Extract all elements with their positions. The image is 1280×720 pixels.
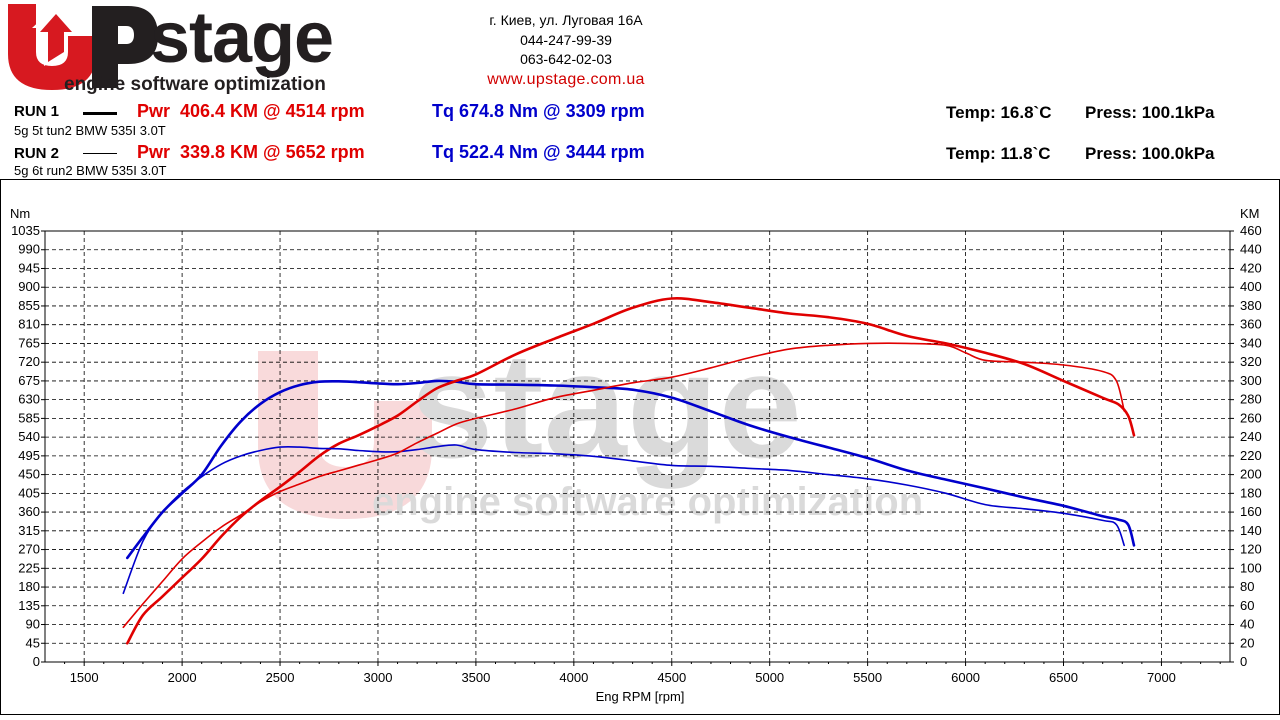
run1-press: Press: 100.1kPa — [1085, 103, 1215, 122]
y-right-tick-label: 260 — [1240, 410, 1262, 425]
y-left-tick-label: 135 — [18, 598, 40, 613]
y-left-tick-label: 945 — [18, 260, 40, 275]
run2-legend-line — [83, 153, 117, 154]
y-left-tick-label: 765 — [18, 335, 40, 350]
dyno-chart: stage engine software optimization 0 45 90… — [0, 179, 1280, 715]
svg-text:stage: stage — [410, 321, 802, 489]
y-right-tick-label: 40 — [1240, 617, 1254, 632]
y-right-tick-label: 300 — [1240, 373, 1262, 388]
phone-1: 044-247-99-39 — [520, 32, 612, 48]
y-left-tick-label: 675 — [18, 373, 40, 388]
y-right-tick-label: 440 — [1240, 242, 1262, 257]
x-tick-label: 5000 — [755, 670, 784, 685]
x-axis-label: Eng RPM [rpm] — [596, 689, 685, 704]
phone-2: 063-642-02-03 — [520, 51, 612, 67]
y-right-tick-label: 200 — [1240, 467, 1262, 482]
website-link[interactable]: www.upstage.com.ua — [487, 71, 645, 88]
run2-torque: Tq 522.4 Nm @ 3444 rpm — [432, 142, 645, 162]
y-left-tick-label: 405 — [18, 485, 40, 500]
run2-temp: Temp: 11.8`C — [946, 144, 1051, 163]
y-left-tick-label: 315 — [18, 523, 40, 538]
watermark-logo: stage engine software optimization — [258, 321, 923, 524]
run2-description: 5g 6t run2 BMW 535I 3.0T — [14, 163, 167, 178]
address: г. Киев, ул. Луговая 16А — [489, 12, 643, 28]
upstage-logo: stage engine software optimization — [8, 0, 334, 95]
x-tick-label: 3500 — [461, 670, 490, 685]
svg-text:engine software optimization: engine software optimization — [372, 480, 923, 524]
y-left-tick-label: 360 — [18, 504, 40, 519]
run1-legend-line — [83, 112, 117, 115]
logo-tagline: engine software optimization — [64, 74, 326, 95]
y-right-tick-label: 340 — [1240, 335, 1262, 350]
run1-description: 5g 5t tun2 BMW 535I 3.0T — [14, 123, 166, 138]
y-right-tick-label: 400 — [1240, 279, 1262, 294]
y-left-tick-label: 540 — [18, 429, 40, 444]
y-left-tick-label: 585 — [18, 410, 40, 425]
x-tick-label: 7000 — [1147, 670, 1176, 685]
run1-label: RUN 1 — [14, 103, 60, 120]
y-left-tick-label: 0 — [33, 654, 40, 669]
y-left-tick-label: 1035 — [11, 223, 40, 238]
run2-label: RUN 2 — [14, 145, 60, 162]
y-right-tick-label: 360 — [1240, 317, 1262, 332]
x-tick-label: 4500 — [657, 670, 686, 685]
x-tick-label: 1500 — [70, 670, 99, 685]
y-right-tick-label: 120 — [1240, 542, 1262, 557]
x-tick-label: 6500 — [1049, 670, 1078, 685]
y-left-tick-label: 450 — [18, 467, 40, 482]
y-left-tick-label: 495 — [18, 448, 40, 463]
series-run-2-pwr — [122, 342, 1125, 629]
y-right-tick-label: 220 — [1240, 448, 1262, 463]
y-axis-right-label: KM — [1240, 206, 1260, 221]
chart-axes: 0 45 90 135 180 225 270 315 360 405 450 495 540 585 63… — [11, 223, 1262, 685]
y-right-tick-label: 0 — [1240, 654, 1247, 669]
y-left-tick-label: 630 — [18, 392, 40, 407]
y-right-tick-label: 60 — [1240, 598, 1254, 613]
x-tick-label: 3000 — [364, 670, 393, 685]
y-right-tick-label: 140 — [1240, 523, 1262, 538]
y-right-tick-label: 420 — [1240, 260, 1262, 275]
y-left-tick-label: 990 — [18, 242, 40, 257]
chart-series — [122, 297, 1136, 645]
x-tick-label: 6000 — [951, 670, 980, 685]
y-left-tick-label: 225 — [18, 560, 40, 575]
y-right-tick-label: 80 — [1240, 579, 1254, 594]
series-run-2-tq — [122, 444, 1125, 595]
x-tick-label: 5500 — [853, 670, 882, 685]
y-left-tick-label: 270 — [18, 542, 40, 557]
plot-frame — [44, 230, 1231, 663]
run2-power: Pwr 339.8 KM @ 5652 rpm — [137, 142, 365, 162]
y-right-tick-label: 460 — [1240, 223, 1262, 238]
y-left-tick-label: 810 — [18, 317, 40, 332]
run1-temp: Temp: 16.8`C — [946, 103, 1052, 122]
y-right-tick-label: 380 — [1240, 298, 1262, 313]
y-left-tick-label: 90 — [26, 617, 40, 632]
y-right-tick-label: 240 — [1240, 429, 1262, 444]
series-run-1-pwr — [126, 297, 1136, 645]
y-right-tick-label: 100 — [1240, 560, 1262, 575]
svg-text:stage: stage — [150, 0, 333, 78]
x-tick-label: 2500 — [266, 670, 295, 685]
run1-torque: Tq 674.8 Nm @ 3309 rpm — [432, 101, 645, 121]
run1-power: Pwr 406.4 KM @ 4514 rpm — [137, 101, 365, 121]
series-run-1-tq — [126, 379, 1136, 560]
y-right-tick-label: 280 — [1240, 392, 1262, 407]
y-left-tick-label: 180 — [18, 579, 40, 594]
y-right-tick-label: 160 — [1240, 504, 1262, 519]
y-axis-left-label: Nm — [10, 206, 30, 221]
y-left-tick-label: 720 — [18, 354, 40, 369]
y-right-tick-label: 20 — [1240, 635, 1254, 650]
x-tick-label: 4000 — [559, 670, 588, 685]
y-left-tick-label: 900 — [18, 279, 40, 294]
run2-press: Press: 100.0kPa — [1085, 144, 1215, 163]
x-tick-label: 2000 — [168, 670, 197, 685]
y-left-tick-label: 45 — [26, 635, 40, 650]
y-left-tick-label: 855 — [18, 298, 40, 313]
y-right-tick-label: 180 — [1240, 485, 1262, 500]
y-right-tick-label: 320 — [1240, 354, 1262, 369]
